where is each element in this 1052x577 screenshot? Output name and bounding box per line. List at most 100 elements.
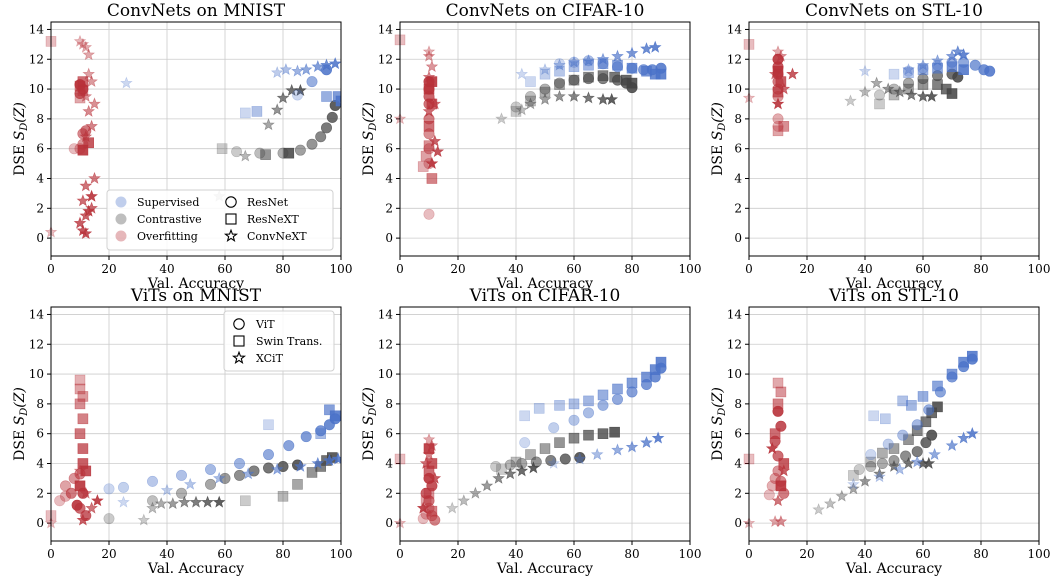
overfitting-star-point — [79, 89, 93, 102]
supervised-circle-point — [262, 449, 274, 461]
contrastive-star-point — [873, 467, 886, 480]
panel-title: ViTs on MNIST — [130, 286, 262, 306]
overfitting-square-point — [772, 398, 784, 410]
overfitting-square-point — [772, 377, 784, 389]
supervised-circle-point — [882, 438, 894, 450]
contrastive-square-point — [946, 88, 958, 99]
y-tick-label: 8 — [385, 112, 393, 126]
contrastive-star-point — [457, 494, 471, 507]
supervised-circle-point — [611, 393, 623, 405]
supervised-circle-point — [147, 475, 159, 487]
y-tick-label: 4 — [36, 171, 44, 185]
y-label-symbol: S — [12, 416, 28, 426]
supervised-star-point — [965, 427, 979, 440]
y-tick-label: 8 — [36, 112, 44, 126]
supervised-square-point — [958, 356, 969, 368]
legend-swatch-overfitting — [115, 230, 127, 242]
y-axis-label: DSE SD(Z) — [12, 102, 30, 176]
supervised-square-point — [612, 383, 623, 395]
x-tick-label: 80 — [275, 262, 290, 276]
supervised-square-point — [966, 350, 978, 362]
contrastive-star-point — [858, 85, 872, 98]
overfitting-square-point — [77, 144, 89, 156]
y-tick-label: 0 — [36, 516, 44, 530]
overfitting-square-point — [417, 161, 429, 172]
y-tick-label: 0 — [36, 231, 44, 245]
x-tick-label: 20 — [450, 262, 465, 276]
x-tick-label: 20 — [799, 262, 814, 276]
supervised-star-point — [311, 456, 325, 469]
legend: Supervised Contrastive Overfitting ResNet Re… — [106, 189, 334, 251]
y-axis-label: DSE SD(Z) — [710, 102, 728, 176]
legend-marker-star — [223, 228, 239, 242]
supervised-circle-point — [553, 58, 565, 70]
supervised-square-point — [568, 61, 580, 73]
supervised-star-point — [582, 54, 595, 67]
y-label-arg: (Z) — [361, 102, 377, 123]
overfitting-star-point — [428, 471, 442, 484]
chart-panel-2: 0 20 40 60 80 100 0 2 4 6 8 10 12 14 ConvNets on CIFAR… — [361, 1, 701, 292]
overfitting-star-point — [79, 179, 93, 192]
supervised-star-point — [573, 452, 587, 465]
supervised-square-point — [519, 410, 531, 422]
data-points — [394, 356, 667, 529]
contrastive-circle-point — [176, 487, 188, 499]
supervised-star-point — [625, 440, 639, 453]
x-axis-label: Val. Accuracy — [845, 276, 942, 292]
legend-marker-square — [225, 213, 237, 225]
supervised-circle-point — [519, 437, 531, 449]
x-axis-label: Val. Accuracy — [147, 561, 244, 577]
contrastive-star-point — [812, 503, 825, 516]
legend-label: Swin Trans. — [256, 335, 322, 348]
axes-frame — [50, 306, 342, 542]
contrastive-star-point — [469, 486, 482, 499]
contrastive-star-point — [238, 149, 252, 162]
overfitting-star-point — [76, 194, 90, 207]
x-axis-label: Val. Accuracy — [147, 276, 244, 292]
y-tick-label: 12 — [378, 52, 393, 66]
contrastive-circle-point — [920, 437, 932, 449]
panel-title: ConvNets on CIFAR-10 — [446, 1, 645, 21]
supervised-star-point — [951, 45, 965, 58]
y-tick-label: 6 — [734, 142, 742, 156]
y-tick-label: 2 — [36, 201, 44, 215]
x-tick-label: 80 — [624, 262, 639, 276]
legend-label: Overfitting — [137, 230, 198, 243]
supervised-star-point — [648, 40, 662, 53]
contrastive-square-point — [496, 464, 507, 475]
overfitting-star-point — [422, 432, 436, 446]
supervised-square-point — [649, 364, 661, 375]
contrastive-star-point — [847, 482, 860, 495]
x-axis-label: Val. Accuracy — [496, 561, 593, 577]
overfitting-star-point — [73, 464, 87, 477]
supervised-square-point — [329, 410, 341, 422]
contrastive-square-point — [510, 456, 522, 468]
supervised-circle-point — [626, 386, 638, 398]
x-tick-label: 40 — [159, 262, 174, 276]
supervised-star-point — [931, 54, 944, 67]
supervised-star-point — [928, 447, 941, 460]
contrastive-star-point — [137, 513, 151, 526]
supervised-star-point — [957, 48, 970, 61]
contrastive-star-point — [480, 479, 494, 492]
contrastive-star-point — [527, 461, 540, 474]
overfitting-star-point — [79, 486, 93, 499]
contrastive-square-point — [597, 428, 609, 439]
overfitting-star-point — [76, 513, 90, 526]
contrastive-circle-point — [315, 131, 327, 143]
x-tick-label: 100 — [1028, 547, 1051, 561]
y-label-symbol: S — [710, 416, 726, 426]
supervised-square-point — [655, 68, 667, 80]
contrastive-star-point — [538, 92, 552, 105]
overfitting-square-point — [74, 383, 86, 395]
contrastive-circle-point — [553, 77, 565, 89]
legend-label: ResNet — [247, 196, 289, 209]
supervised-square-point — [251, 106, 263, 117]
contrastive-square-point — [260, 149, 271, 160]
legend-swatch-contrastive — [115, 213, 127, 225]
supervised-circle-point — [291, 89, 303, 101]
contrastive-star-point — [582, 91, 595, 104]
supervised-circle-point — [568, 56, 580, 68]
overfitting-star-point — [422, 70, 436, 83]
